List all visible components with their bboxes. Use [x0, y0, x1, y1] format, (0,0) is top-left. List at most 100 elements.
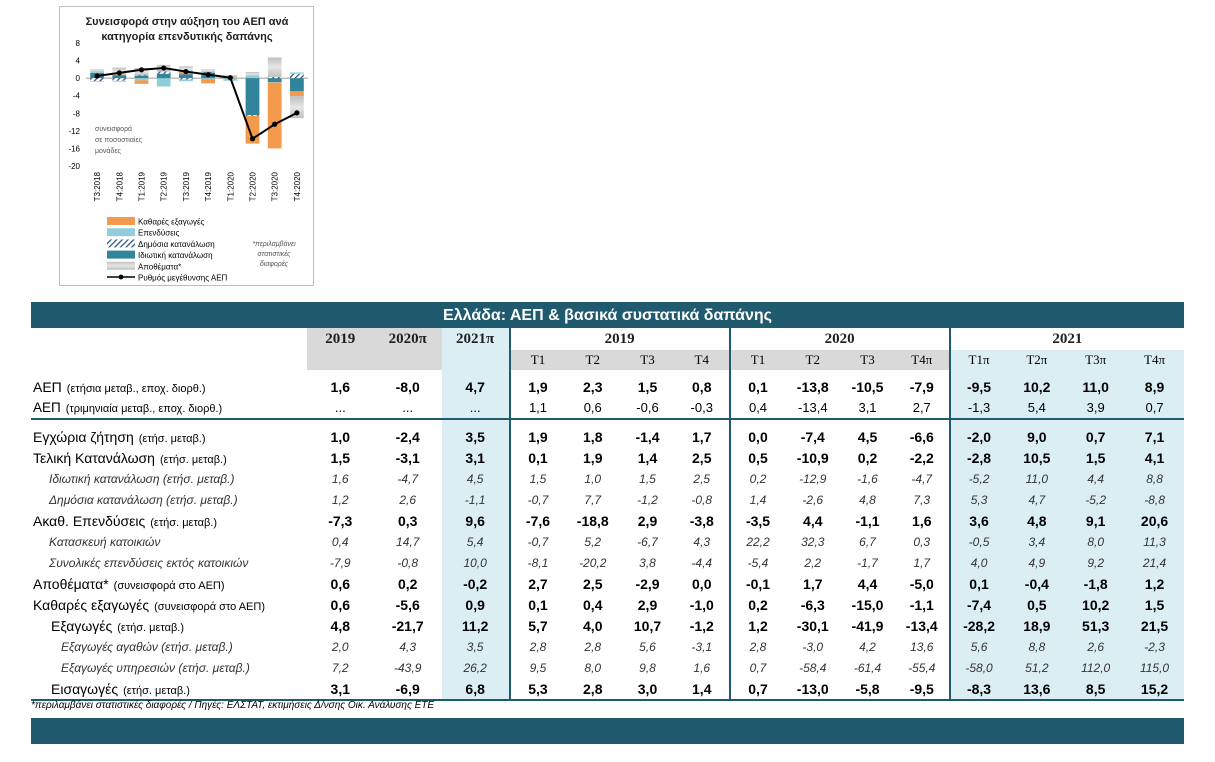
legend-swatch — [107, 261, 135, 270]
table-row: Τελική Κατανάλωση (ετήσ. μεταβ.) 1,5 -3,1 3,… — [31, 447, 1184, 468]
data-cell: -0,3 — [690, 400, 713, 415]
data-cell: 4,8 — [1007, 510, 1067, 531]
quarter-header: Τ1 — [728, 350, 786, 370]
spacer-cell — [508, 418, 566, 426]
data-cell: 4,0 — [948, 552, 1008, 573]
data-cell: -13,4 — [905, 617, 938, 634]
data-cell: -41,9 — [851, 617, 884, 634]
row-label-text: ΑΕΠ — [33, 378, 62, 395]
spacer-cell — [565, 418, 621, 426]
data-cell: 1,7 — [692, 428, 712, 445]
row-label: Τελική Κατανάλωση (ετήσ. μεταβ.) — [31, 447, 307, 468]
data-cell: -8,8 — [1125, 489, 1184, 510]
data-cell: 10,2 — [1066, 594, 1126, 615]
bar-segment — [267, 82, 282, 149]
data-cell: -1,2 — [689, 617, 714, 634]
data-cell: 22,2 — [728, 531, 786, 552]
data-cell: 1,2 — [728, 615, 786, 636]
bar-segment — [90, 78, 104, 82]
table-row: Ακαθ. Επενδύσεις (ετήσ. μεταβ.) -7,3 0,3 9,6… — [31, 510, 1184, 531]
data-cell: 1,7 — [913, 555, 931, 570]
data-cell: 3,1 — [858, 400, 877, 415]
gdp-table: 2019 2020π 2021π 2019 2020 2021 Τ1 Τ2 Τ3 Τ4 Τ1 Τ2 Τ3… — [31, 328, 1184, 701]
data-cell: 10,0 — [441, 552, 510, 573]
spacer-row — [31, 370, 1184, 376]
data-cell: 51,3 — [1066, 615, 1126, 636]
data-cell: 4,3 — [399, 639, 417, 654]
data-cell: 0,2 — [397, 575, 418, 592]
data-cell: 0,4 — [583, 596, 603, 613]
data-cell: -15,0 — [851, 596, 884, 613]
data-cell: 2,8 — [565, 678, 621, 701]
row-label: Εξαγωγές αγαθών (ετήσ. μεταβ.) — [31, 636, 307, 657]
x-tick-label: T3:2019 — [182, 171, 191, 201]
data-cell: 3,5 — [441, 636, 510, 657]
data-cell: 2,8 — [508, 636, 566, 657]
data-cell: 2,9 — [637, 512, 658, 529]
data-cell: 4,7 — [1007, 489, 1067, 510]
side-note-line2: σε ποσοστιαίες — [95, 136, 143, 144]
data-cell: 4,5 — [857, 428, 878, 445]
table-row: Καθαρές εξαγωγές (συνεισφορά στο ΑΕΠ) 0,6 -… — [31, 594, 1184, 615]
chart-legend: Καθαρές εξαγωγές Επενδύσεις Δημόσια κατανά… — [107, 217, 228, 283]
data-cell: 0,7 — [1066, 426, 1126, 447]
data-cell: 9,1 — [1066, 510, 1126, 531]
data-cell: -58,4 — [799, 660, 827, 675]
row-label-text: Κατασκευή κατοικιών — [49, 534, 161, 549]
data-cell: 8,8 — [1007, 636, 1067, 657]
data-cell: 1,5 — [1066, 447, 1126, 468]
spacer-cell — [373, 418, 442, 426]
data-cell: 26,2 — [441, 657, 510, 678]
row-label-unit: (ετήσ. μεταβ.) — [159, 453, 227, 466]
bar-segment — [112, 75, 127, 79]
spacer-cell — [620, 418, 675, 426]
data-cell: 2,5 — [583, 575, 603, 592]
data-cell: 0,6 — [330, 575, 350, 592]
data-cell: 8,0 — [1066, 531, 1126, 552]
data-cell: -3,1 — [691, 639, 713, 654]
data-cell: 0,1 — [948, 573, 1008, 594]
spacer-cell — [728, 418, 786, 426]
x-tick-label: T1:2019 — [138, 171, 147, 201]
legend-label: Καθαρές εξαγωγές — [138, 218, 205, 227]
data-cell: -5,4 — [728, 552, 786, 573]
data-cell: 0,5 — [1007, 594, 1067, 615]
data-cell: -8,0 — [395, 378, 420, 395]
legend-note-line1: *περιλαμβάνει — [252, 240, 296, 248]
table-title: Ελλάδα: ΑΕΠ & βασικά συστατικά δαπάνης — [31, 302, 1184, 328]
data-cell: 1,7 — [803, 575, 823, 592]
data-cell: 1,9 — [583, 449, 603, 466]
data-cell: -1,6 — [857, 471, 878, 486]
legend-swatch — [107, 228, 135, 237]
data-cell: -0,1 — [728, 573, 786, 594]
quarter-header: Τ4π — [894, 350, 950, 370]
data-cell: 0,2 — [728, 594, 786, 615]
data-cell: -21,7 — [391, 617, 424, 634]
spacer-cell — [1066, 418, 1126, 426]
data-cell: 8,0 — [584, 660, 602, 675]
row-label-text: Εξαγωγές υπηρεσιών (ετήσ. μεταβ.) — [61, 660, 250, 675]
data-cell: 9,6 — [441, 510, 510, 531]
spacer-cell — [441, 370, 510, 376]
data-cell: -9,5 — [948, 376, 1008, 397]
legend-marker — [118, 274, 124, 280]
side-note-line3: μονάδες — [95, 147, 121, 155]
data-cell: 4,4 — [1066, 468, 1126, 489]
data-cell: 3,8 — [639, 555, 656, 570]
bar-segment — [90, 69, 104, 72]
data-cell: 4,4 — [803, 512, 823, 529]
row-label-text: Καθαρές εξαγωγές — [33, 596, 150, 613]
data-cell: -2,0 — [948, 426, 1008, 447]
data-cell: -58,0 — [948, 657, 1008, 678]
annual-header: 2019 — [306, 328, 374, 350]
data-cell: 6,7 — [859, 534, 876, 549]
footer-bar — [31, 718, 1184, 744]
spacer-cell — [728, 370, 786, 376]
legend-label: Δημόσια κατανάλωση — [138, 240, 215, 249]
x-tick-label: T2:2020 — [249, 171, 258, 201]
table-row: Εισαγωγές (ετήσ. μεταβ.) 3,1 -6,9 6,8 5,3 2,8 3… — [31, 678, 1184, 701]
data-cell: 4,0 — [583, 617, 603, 634]
legend-note-line3: διαφορές — [260, 260, 289, 268]
bar-segment — [245, 115, 260, 116]
data-cell: -7,4 — [800, 428, 825, 445]
